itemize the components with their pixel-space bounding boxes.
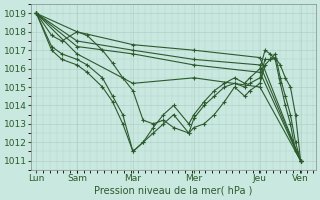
X-axis label: Pression niveau de la mer( hPa ): Pression niveau de la mer( hPa )	[94, 186, 253, 196]
